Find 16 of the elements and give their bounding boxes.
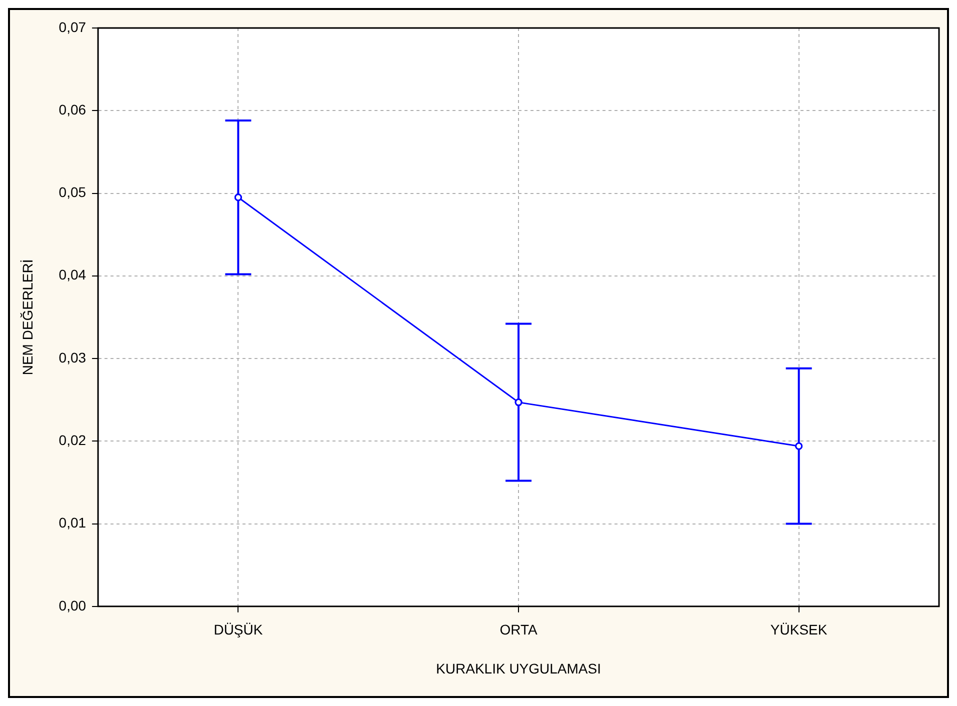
x-axis-title: KURAKLIK UYGULAMASI [436, 660, 601, 676]
x-tick-label: ORTA [500, 622, 538, 638]
point [514, 398, 522, 406]
point [795, 442, 803, 450]
x-tick-label: DÜŞÜK [214, 622, 264, 638]
x-tick-label: YÜKSEK [770, 622, 828, 638]
y-tick-label: 0,02 [58, 432, 86, 448]
y-tick-label: 0,00 [58, 597, 86, 614]
y-tick-label: 0,06 [58, 101, 86, 118]
y-tick-label: 0,04 [58, 266, 86, 283]
point [234, 194, 242, 202]
y-tick-label: 0,01 [58, 514, 86, 531]
y-axis-title: NEM DEĞERLERİ [19, 259, 36, 376]
y-tick-label: 0,03 [58, 349, 86, 366]
y-tick-label: 0,07 [58, 18, 86, 35]
y-tick-label: 0,05 [58, 184, 86, 200]
